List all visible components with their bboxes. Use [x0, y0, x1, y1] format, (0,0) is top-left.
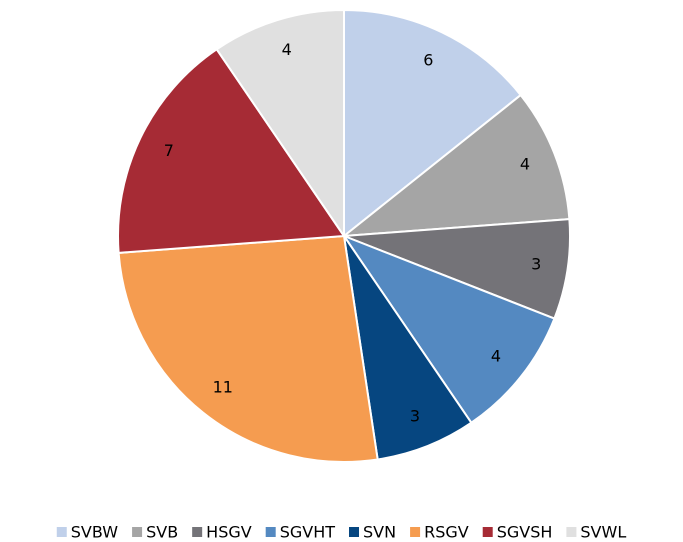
- legend-swatch: [482, 527, 493, 537]
- legend-swatch: [192, 527, 203, 537]
- pie-slice: [215, 8, 345, 240]
- data-label: 4: [282, 40, 292, 59]
- legend-label: SVWL: [580, 523, 626, 542]
- legend-label: SGVSH: [497, 523, 553, 542]
- data-label: 4: [491, 347, 501, 366]
- data-label: 3: [531, 254, 541, 273]
- data-label: 7: [164, 141, 174, 160]
- pie-slice: [343, 235, 473, 461]
- data-label: 6: [423, 50, 433, 69]
- legend: SVBW SVB HSGV SGVHT SVN RSGV SGVSH SVWL: [56, 523, 626, 542]
- legend-swatch: [265, 527, 276, 537]
- legend-label: RSGV: [424, 523, 469, 542]
- legend-swatch: [132, 527, 143, 537]
- legend-swatch: [566, 527, 577, 537]
- pie-slice: [340, 93, 571, 238]
- legend-swatch: [56, 527, 67, 537]
- pie-slice: [343, 218, 571, 320]
- pie-slice: [117, 47, 346, 254]
- pie-slice: [343, 8, 523, 239]
- legend-label: SVBW: [71, 523, 119, 542]
- data-label: 11: [213, 377, 233, 396]
- legend-label: SGVHT: [280, 523, 336, 542]
- legend-swatch: [349, 527, 360, 537]
- data-label: 3: [410, 406, 420, 425]
- pie-slice: [341, 233, 556, 425]
- legend-label: HSGV: [206, 523, 252, 542]
- legend-label: SVB: [146, 523, 178, 542]
- pie-slice: [117, 234, 379, 463]
- data-label: 4: [520, 154, 530, 173]
- legend-swatch: [410, 527, 421, 537]
- legend-label: SVN: [363, 523, 396, 542]
